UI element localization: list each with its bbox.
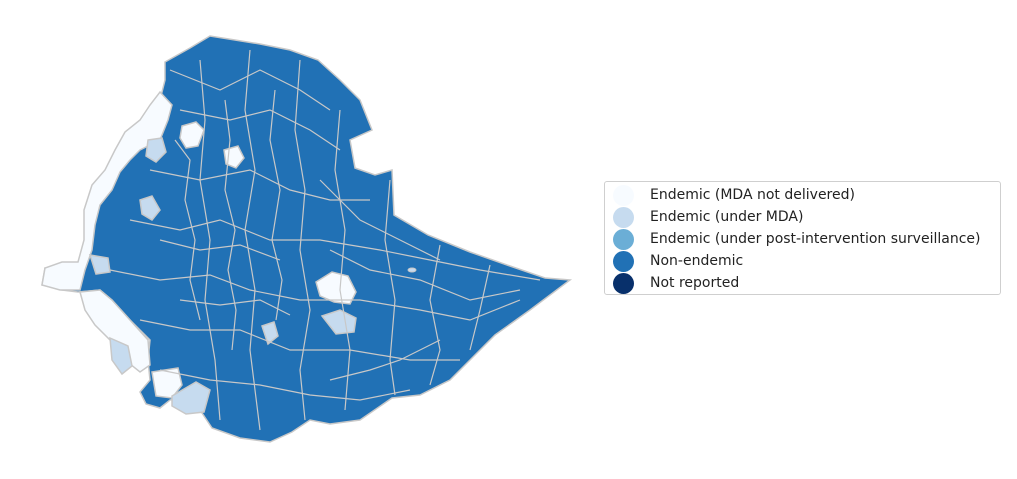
legend-item-non-endemic: Non-endemic (613, 250, 743, 272)
legend-label: Non-endemic (650, 253, 744, 269)
region-under-mda-west (139, 195, 161, 221)
region-mda-not-delivered-southwest (79, 289, 151, 373)
legend-item-post-intervention: Endemic (under post-intervention surveil… (613, 228, 980, 250)
region-under-mda-center (261, 321, 279, 346)
region-under-mda-southwest (109, 336, 133, 376)
legend-swatch-not-reported (613, 272, 634, 294)
legend-label: Not reported (650, 275, 740, 291)
legend-swatch-mda-not-delivered (613, 184, 634, 206)
lake-outline (407, 267, 417, 273)
legend-item-mda-not-delivered: Endemic (MDA not delivered) (613, 184, 855, 206)
district-boundaries (109, 49, 541, 431)
legend-swatch-under-mda (613, 206, 634, 228)
region-mda-not-delivered-west (41, 90, 173, 291)
region-under-mda-mid (88, 254, 111, 275)
legend-item-under-mda: Endemic (under MDA) (613, 206, 803, 228)
legend-swatch-post-intervention (613, 228, 634, 250)
region-non-endemic-main (41, 35, 573, 443)
legend-swatch-non-endemic (613, 250, 634, 272)
legend-label: Endemic (under post-intervention surveil… (650, 231, 981, 247)
region-mda-not-delivered-north-a (179, 121, 205, 149)
legend-label: Endemic (under MDA) (650, 209, 804, 225)
region-mda-not-delivered-east (315, 271, 357, 305)
map-legend: Endemic (MDA not delivered) Endemic (und… (604, 181, 1001, 295)
legend-label: Endemic (MDA not delivered) (650, 187, 855, 203)
region-under-mda-north (145, 137, 167, 163)
region-under-mda-lake (320, 309, 357, 335)
legend-item-not-reported: Not reported (613, 272, 739, 294)
region-mda-not-delivered-south (151, 367, 183, 399)
region-under-mda-south (171, 381, 211, 415)
